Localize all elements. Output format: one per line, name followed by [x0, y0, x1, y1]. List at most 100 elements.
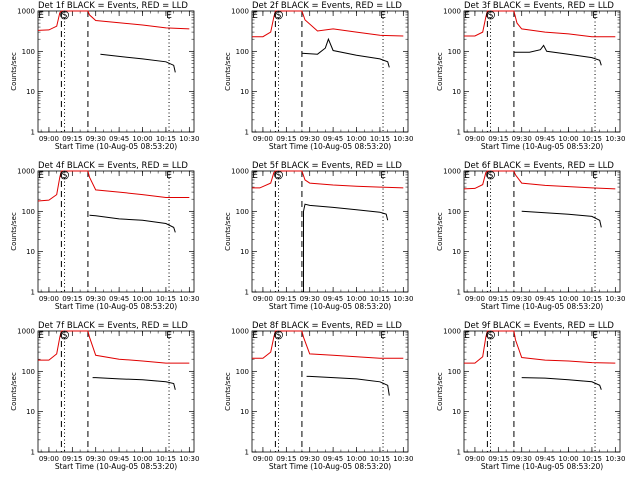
- events-rate-line: [521, 377, 602, 390]
- x-tick-label: 09:45: [109, 135, 129, 143]
- y-axis-label: Counts/sec: [10, 52, 18, 91]
- events-rate-line: [100, 53, 176, 73]
- x-tick-label: 09:00: [39, 455, 59, 463]
- y-tick-label: 100: [236, 368, 249, 376]
- panel-3: Det 3f BLACK = Events, RED = LLD 1 10 100 10…: [436, 1, 625, 151]
- y-tick-label: 10: [26, 408, 35, 416]
- x-tick-label: 09:30: [512, 135, 532, 143]
- marker-ring: [486, 170, 495, 180]
- panel-title: Det 3f BLACK = Events, RED = LLD: [464, 1, 614, 11]
- marker-label: E: [592, 331, 598, 341]
- x-tick-label: 10:30: [605, 135, 625, 143]
- x-tick-label: 10:30: [393, 135, 413, 143]
- x-tick-label: 10:00: [558, 295, 578, 303]
- panel-title: Det 2f BLACK = Events, RED = LLD: [252, 1, 402, 11]
- marker-label: S: [488, 11, 494, 21]
- y-tick-label: 100: [22, 48, 35, 56]
- x-tick-label: 09:45: [535, 295, 555, 303]
- x-tick-label: 09:45: [323, 455, 343, 463]
- panel-title: Det 7f BLACK = Events, RED = LLD: [38, 321, 188, 331]
- marker-ring: [486, 10, 495, 20]
- marker-label: E: [38, 11, 44, 21]
- marker-ring: [60, 170, 69, 180]
- plot-frame: [37, 170, 195, 293]
- x-tick-label: 10:30: [605, 295, 625, 303]
- y-axis-label: Counts/sec: [10, 372, 18, 411]
- x-tick-label: 10:15: [370, 455, 390, 463]
- y-axis-label: Counts/sec: [224, 372, 232, 411]
- x-tick-label: 09:15: [62, 135, 82, 143]
- x-tick-label: 10:30: [393, 455, 413, 463]
- x-tick-label: 09:00: [39, 135, 59, 143]
- x-tick-label: 10:15: [370, 135, 390, 143]
- y-tick-label: 10: [26, 88, 35, 96]
- panel-6: Det 6f BLACK = Events, RED = LLD 1 10 100 10…: [436, 161, 625, 311]
- lld-rate-line: [37, 10, 190, 31]
- marker-ring: [486, 330, 495, 340]
- y-tick-label: 1: [245, 289, 249, 297]
- x-axis-label: Start Time (10-Aug-05 08:53:20): [269, 302, 391, 311]
- x-tick-label: 09:00: [465, 455, 485, 463]
- marker-label: S: [488, 171, 494, 181]
- x-tick-label: 10:00: [132, 455, 152, 463]
- x-tick-label: 10:15: [370, 295, 390, 303]
- y-tick-label: 100: [236, 208, 249, 216]
- x-tick-label: 09:45: [323, 135, 343, 143]
- x-tick-label: 10:30: [605, 455, 625, 463]
- panel-title: Det 9f BLACK = Events, RED = LLD: [464, 321, 614, 331]
- y-tick-label: 100: [22, 208, 35, 216]
- y-tick-label: 100: [22, 368, 35, 376]
- y-tick-label: 1000: [17, 168, 35, 176]
- lld-rate-line: [464, 10, 616, 38]
- x-tick-label: 09:30: [512, 295, 532, 303]
- y-tick-label: 1: [31, 449, 35, 457]
- y-axis-label: Counts/sec: [436, 372, 444, 411]
- marker-label: S: [276, 171, 282, 181]
- y-tick-label: 10: [452, 248, 461, 256]
- y-tick-label: 1000: [443, 328, 461, 336]
- y-tick-label: 10: [240, 248, 249, 256]
- x-tick-label: 10:00: [346, 135, 366, 143]
- plot-frame: [463, 10, 621, 133]
- marker-label: E: [380, 11, 386, 21]
- x-tick-label: 09:00: [253, 455, 273, 463]
- events-rate-line: [89, 214, 176, 233]
- x-tick-label: 09:30: [300, 455, 320, 463]
- x-tick-label: 09:15: [488, 455, 508, 463]
- marker-label: E: [592, 171, 598, 181]
- events-rate-line: [521, 210, 602, 228]
- plot-frame: [251, 330, 409, 453]
- x-tick-label: 10:00: [346, 455, 366, 463]
- lld-rate-line: [252, 330, 404, 359]
- x-axis-label: Start Time (10-Aug-05 08:53:20): [269, 462, 391, 471]
- x-tick-label: 09:15: [488, 295, 508, 303]
- panel-title: Det 8f BLACK = Events, RED = LLD: [252, 321, 402, 331]
- y-axis-label: Counts/sec: [436, 212, 444, 251]
- panel-1: Det 1f BLACK = Events, RED = LLD 1 10 100 10…: [10, 1, 199, 151]
- y-tick-label: 1000: [17, 328, 35, 336]
- x-tick-label: 10:30: [179, 295, 199, 303]
- marker-label: E: [464, 331, 470, 341]
- x-axis-label: Start Time (10-Aug-05 08:53:20): [269, 142, 391, 151]
- y-tick-label: 100: [236, 48, 249, 56]
- panel-title: Det 4f BLACK = Events, RED = LLD: [38, 161, 188, 171]
- plot-frame: [251, 10, 409, 133]
- x-tick-label: 10:15: [156, 135, 176, 143]
- x-tick-label: 09:00: [253, 295, 273, 303]
- y-tick-label: 1000: [231, 8, 249, 16]
- marker-ring: [274, 170, 283, 180]
- x-axis-label: Start Time (10-Aug-05 08:53:20): [55, 462, 177, 471]
- x-tick-label: 09:45: [109, 295, 129, 303]
- x-tick-label: 10:00: [558, 455, 578, 463]
- y-tick-label: 10: [452, 408, 461, 416]
- marker-label: E: [166, 331, 172, 341]
- x-tick-label: 09:15: [276, 135, 296, 143]
- x-tick-label: 09:45: [535, 455, 555, 463]
- events-rate-line: [92, 377, 176, 390]
- y-tick-label: 10: [240, 88, 249, 96]
- y-tick-label: 1: [457, 289, 461, 297]
- x-tick-label: 09:45: [535, 135, 555, 143]
- panel-8: Det 8f BLACK = Events, RED = LLD 1 10 100 10…: [224, 321, 413, 471]
- lld-rate-line: [38, 330, 190, 364]
